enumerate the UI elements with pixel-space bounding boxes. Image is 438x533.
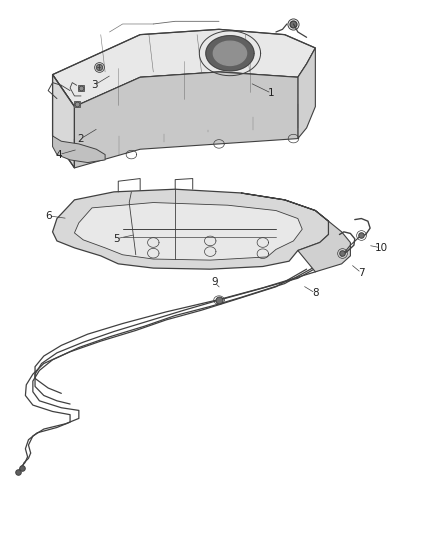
Text: 6: 6 xyxy=(46,211,53,221)
Text: 9: 9 xyxy=(211,278,218,287)
Text: 8: 8 xyxy=(312,288,319,298)
Polygon shape xyxy=(53,75,74,168)
Text: 2: 2 xyxy=(78,134,85,143)
Polygon shape xyxy=(53,29,315,107)
Polygon shape xyxy=(74,72,298,168)
Polygon shape xyxy=(213,41,247,66)
Polygon shape xyxy=(74,203,302,260)
Text: 3: 3 xyxy=(91,80,98,90)
Polygon shape xyxy=(53,189,328,269)
Polygon shape xyxy=(206,36,254,71)
Polygon shape xyxy=(241,193,350,272)
Text: 4: 4 xyxy=(56,150,63,159)
Polygon shape xyxy=(53,136,105,163)
Text: 10: 10 xyxy=(374,243,388,253)
Text: 5: 5 xyxy=(113,234,120,244)
Polygon shape xyxy=(298,48,315,139)
Text: 1: 1 xyxy=(268,88,275,98)
Text: 7: 7 xyxy=(358,268,365,278)
